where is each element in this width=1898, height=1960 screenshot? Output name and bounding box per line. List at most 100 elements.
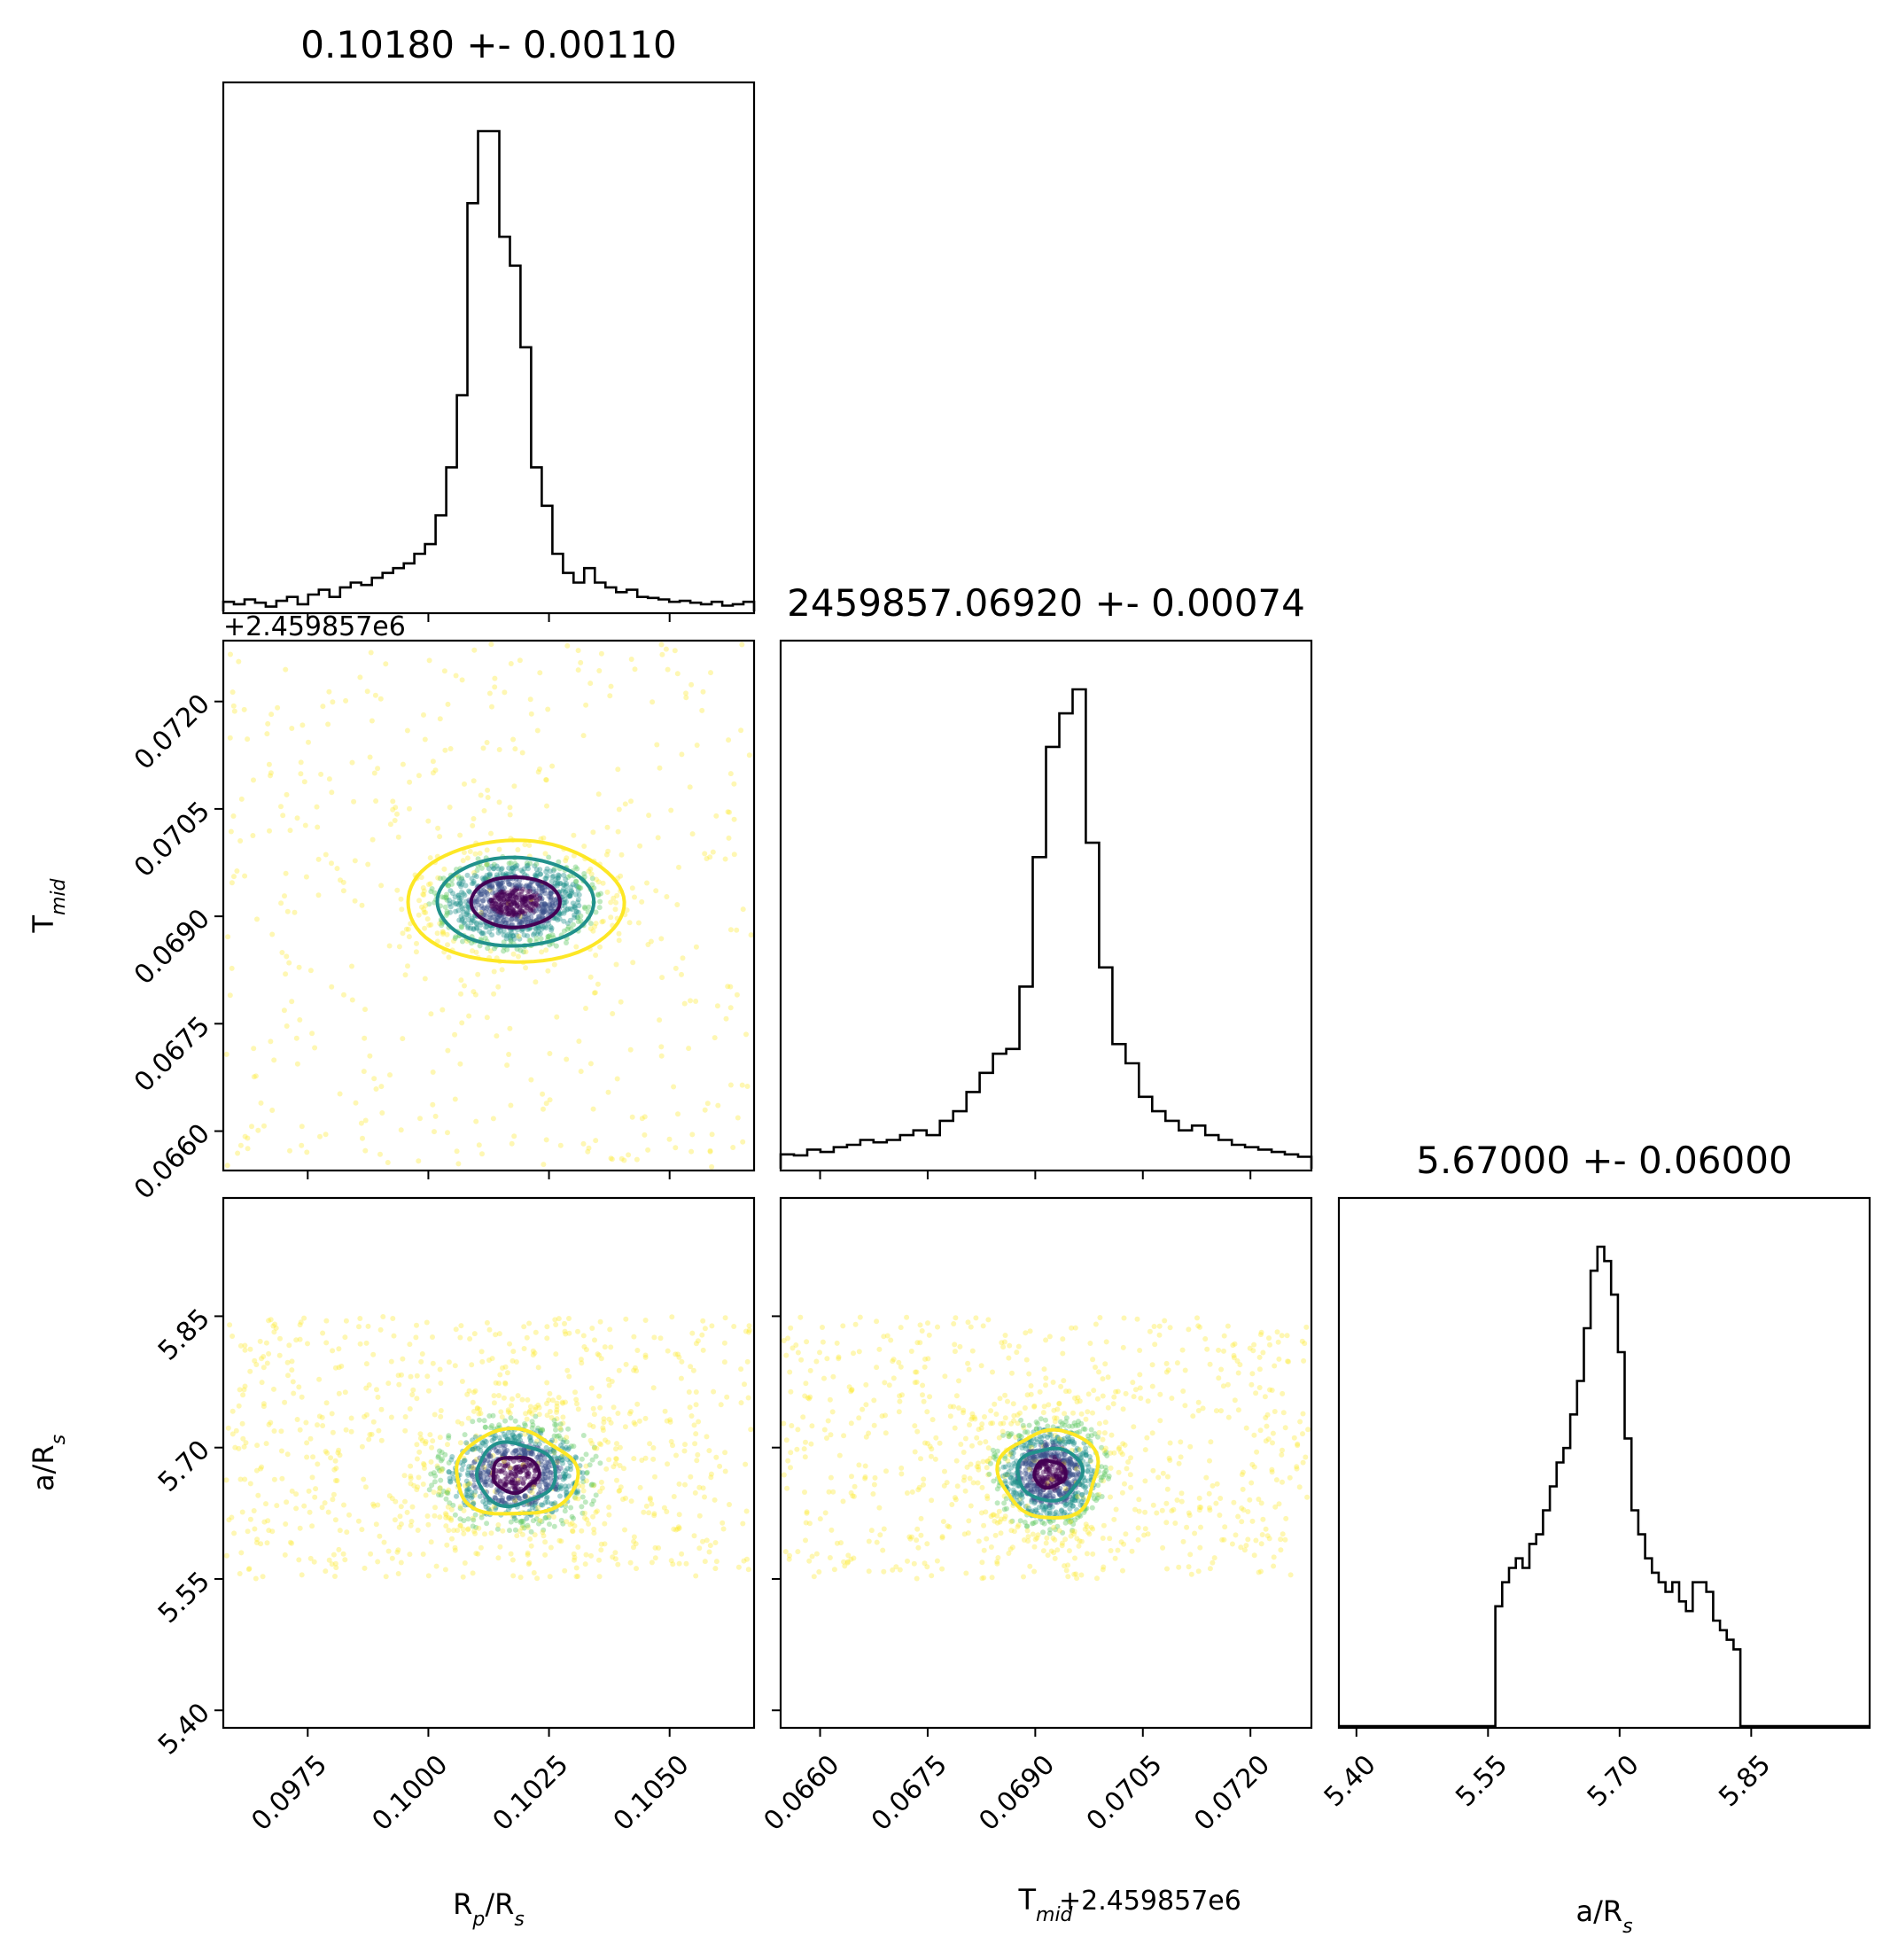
sample-point (1096, 1369, 1101, 1375)
sample-point (628, 798, 634, 805)
sample-point (965, 1319, 971, 1326)
sample-point (517, 1466, 523, 1473)
sample-point (531, 889, 537, 895)
sample-point (499, 1414, 505, 1420)
sample-point (1166, 1455, 1172, 1461)
sample-point (573, 891, 579, 898)
sample-point (236, 1403, 242, 1409)
sample-point (510, 909, 516, 915)
sample-point (502, 1481, 508, 1487)
sample-point (514, 916, 520, 922)
sample-point (1164, 1474, 1171, 1480)
sample-point (522, 1422, 528, 1428)
sample-point (533, 898, 540, 904)
sample-point (502, 1462, 509, 1468)
sample-point (364, 688, 370, 695)
sample-point (517, 1464, 522, 1470)
sample-point (709, 1163, 715, 1170)
sample-point (1020, 1422, 1026, 1428)
sample-point (1149, 1362, 1155, 1368)
sample-point (1030, 1521, 1035, 1527)
sample-point (517, 1469, 524, 1475)
sample-point (1076, 1543, 1082, 1549)
sample-point (582, 1510, 587, 1516)
sample-point (595, 879, 602, 885)
sample-point (840, 1323, 846, 1329)
sample-point (594, 1445, 600, 1451)
sample-point (307, 1555, 314, 1561)
sample-point (477, 943, 483, 949)
sample-point (472, 898, 478, 905)
sample-point (462, 892, 468, 898)
sample-point (611, 1404, 617, 1411)
sample-point (1026, 1422, 1032, 1428)
sample-point (362, 1565, 368, 1571)
sample-point (541, 888, 548, 893)
sample-point (626, 1152, 632, 1158)
sample-point (513, 887, 519, 893)
sample-point (557, 1493, 563, 1499)
sample-point (527, 860, 533, 867)
sample-point (569, 1513, 575, 1520)
sample-point (547, 1390, 553, 1396)
sample-point (563, 1331, 569, 1337)
sample-point (539, 889, 545, 895)
sample-point (1251, 1552, 1257, 1559)
sample-point (287, 1147, 292, 1154)
sample-point (362, 1147, 369, 1154)
sample-point (596, 1441, 603, 1447)
sample-point (744, 1556, 750, 1562)
sample-point (1076, 1419, 1081, 1425)
sample-point (524, 905, 530, 911)
sample-point (513, 1518, 519, 1524)
sample-point (420, 885, 426, 891)
sample-point (344, 1529, 350, 1536)
sample-point (255, 1127, 261, 1133)
sample-point (439, 1466, 445, 1472)
sample-point (676, 1481, 682, 1487)
sample-point (513, 884, 519, 891)
sample-point (1303, 1454, 1309, 1460)
sample-point (440, 929, 447, 936)
sample-point (598, 1547, 604, 1553)
sample-point (696, 1484, 703, 1490)
sample-point (983, 1509, 989, 1515)
sample-point (558, 1443, 564, 1449)
sample-point (525, 1471, 532, 1476)
sample-point (441, 866, 447, 872)
sample-point (1083, 1449, 1089, 1455)
sample-point (293, 1337, 299, 1343)
sample-point (342, 1389, 348, 1396)
sample-point (665, 1348, 671, 1354)
sample-point (1195, 1408, 1202, 1413)
sample-point (675, 1111, 681, 1117)
sample-point (668, 807, 674, 813)
sample-point (922, 1364, 928, 1370)
sample-point (495, 915, 502, 921)
sample-point (531, 901, 537, 907)
sample-point (632, 1421, 638, 1427)
sample-point (505, 1461, 511, 1467)
sample-point (673, 1145, 679, 1151)
sample-point (647, 1441, 653, 1447)
sample-point (827, 1555, 833, 1560)
sample-point (534, 931, 541, 937)
sample-point (419, 1351, 425, 1357)
sample-point (496, 1435, 502, 1441)
sample-point (725, 984, 731, 990)
sample-point (608, 1155, 614, 1162)
sample-point (284, 791, 290, 797)
sample-point (494, 1448, 499, 1454)
sample-point (494, 892, 500, 898)
sample-point (686, 1389, 692, 1395)
sample-point (508, 1466, 513, 1472)
sample-point (414, 1442, 420, 1448)
sample-point (501, 891, 507, 898)
sample-point (281, 1007, 287, 1014)
sample-point (533, 903, 539, 909)
sample-point (416, 898, 422, 904)
sample-point (590, 1424, 596, 1429)
sample-point (462, 983, 467, 989)
sample-point (359, 902, 365, 908)
sample-point (488, 642, 494, 648)
